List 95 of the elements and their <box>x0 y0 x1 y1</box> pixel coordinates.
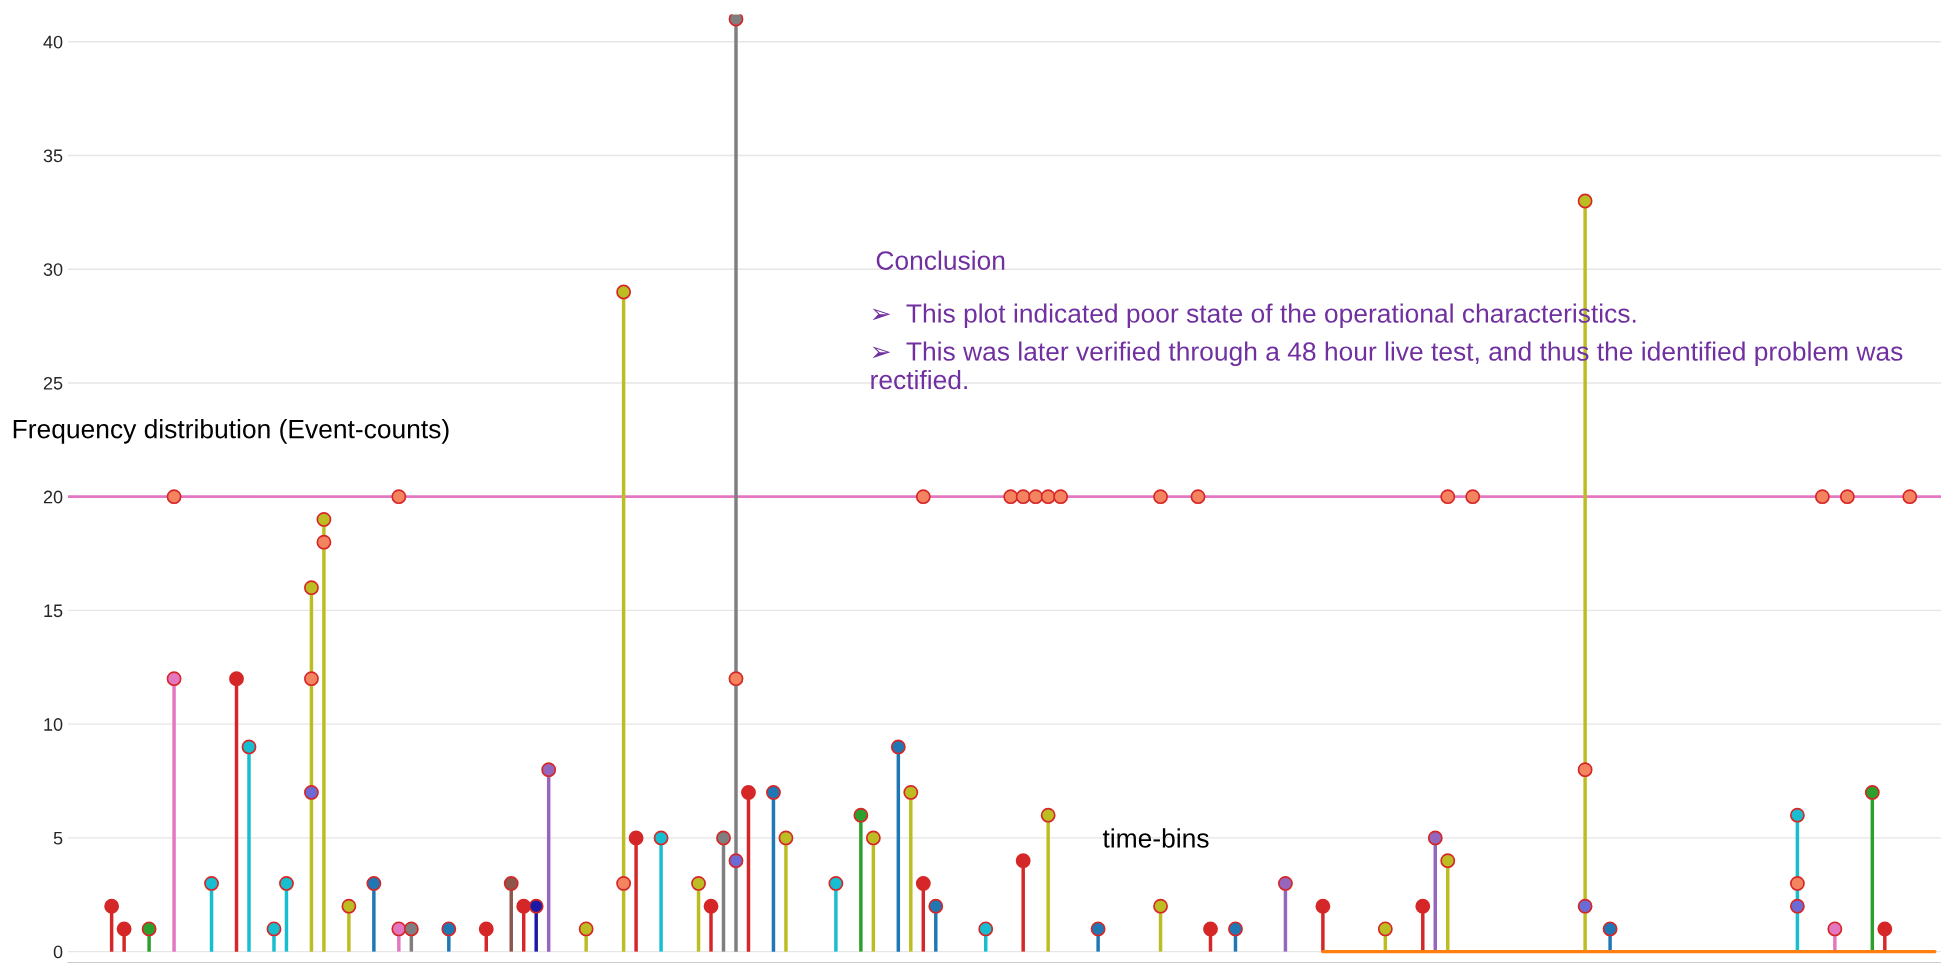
point <box>1465 489 1481 505</box>
point <box>1040 807 1056 823</box>
point <box>304 671 319 687</box>
point <box>766 784 781 800</box>
point <box>1028 489 1044 505</box>
point <box>865 830 881 846</box>
point <box>316 512 332 527</box>
point <box>616 284 632 300</box>
point <box>266 921 282 937</box>
point <box>915 489 931 505</box>
point <box>703 898 719 914</box>
point <box>304 580 319 596</box>
point <box>391 921 407 937</box>
point <box>1602 921 1618 937</box>
y-tick-label: 5 <box>53 832 63 845</box>
point <box>1315 898 1331 914</box>
point <box>116 921 132 937</box>
point <box>1203 921 1218 937</box>
y-axis-title: Frequency distribution (Event-counts) <box>13 419 449 444</box>
point <box>653 830 669 846</box>
point <box>1377 921 1393 937</box>
point <box>403 921 419 937</box>
point <box>1864 784 1880 800</box>
point <box>478 921 494 937</box>
point <box>316 534 332 550</box>
point <box>366 875 382 891</box>
y-tick-label: 25 <box>43 376 63 390</box>
point <box>1415 898 1431 914</box>
y-tick-label: 30 <box>43 263 63 276</box>
point <box>915 875 931 891</box>
point <box>1440 853 1456 869</box>
point <box>1190 489 1206 505</box>
point <box>229 671 244 687</box>
y-tick-label: 40 <box>43 35 63 49</box>
point <box>728 14 744 27</box>
point <box>741 784 756 800</box>
y-tick-label: 0 <box>53 945 63 959</box>
point <box>1789 807 1805 823</box>
point <box>716 830 731 846</box>
point <box>141 921 157 937</box>
point <box>503 875 519 891</box>
point <box>1440 489 1456 505</box>
point <box>1789 875 1805 891</box>
point <box>616 875 632 891</box>
point <box>1814 489 1830 505</box>
point <box>1577 762 1593 778</box>
point <box>241 739 257 755</box>
annotation: Conclusion <box>876 250 1005 270</box>
point <box>1015 853 1031 869</box>
point <box>441 921 457 937</box>
point <box>778 830 794 846</box>
point <box>1827 921 1843 937</box>
point <box>1577 193 1593 209</box>
point <box>1015 489 1031 505</box>
point <box>528 898 544 914</box>
point <box>1003 489 1019 505</box>
point <box>978 921 994 937</box>
point <box>628 830 644 846</box>
point <box>1228 921 1243 937</box>
point <box>728 853 744 869</box>
point <box>728 671 744 687</box>
y-tick-label: 10 <box>44 718 63 731</box>
point <box>928 898 944 914</box>
y-tick-label: 20 <box>43 490 63 504</box>
point <box>166 489 182 505</box>
point <box>1278 875 1293 891</box>
point <box>1427 830 1443 846</box>
point <box>516 898 532 914</box>
point <box>391 489 407 505</box>
point <box>1040 489 1056 505</box>
point <box>1090 921 1106 937</box>
point <box>853 807 869 823</box>
point <box>541 762 557 778</box>
point <box>890 739 906 755</box>
point <box>1902 489 1918 505</box>
y-tick-label: 35 <box>43 149 63 163</box>
point <box>1877 921 1893 937</box>
point <box>578 921 594 937</box>
point <box>279 875 294 891</box>
point <box>691 875 706 891</box>
point <box>1153 489 1168 505</box>
point <box>1789 898 1805 914</box>
point <box>1577 898 1593 914</box>
point <box>828 875 844 891</box>
point <box>341 898 357 914</box>
point <box>1839 489 1855 505</box>
y-tick-label: 15 <box>44 604 63 618</box>
point <box>1053 489 1069 505</box>
point <box>204 875 219 891</box>
point <box>104 898 120 914</box>
point <box>166 671 182 687</box>
point <box>304 784 319 800</box>
x-axis-title: time-bins <box>1102 828 1209 848</box>
point <box>1153 898 1168 914</box>
point <box>903 784 919 800</box>
